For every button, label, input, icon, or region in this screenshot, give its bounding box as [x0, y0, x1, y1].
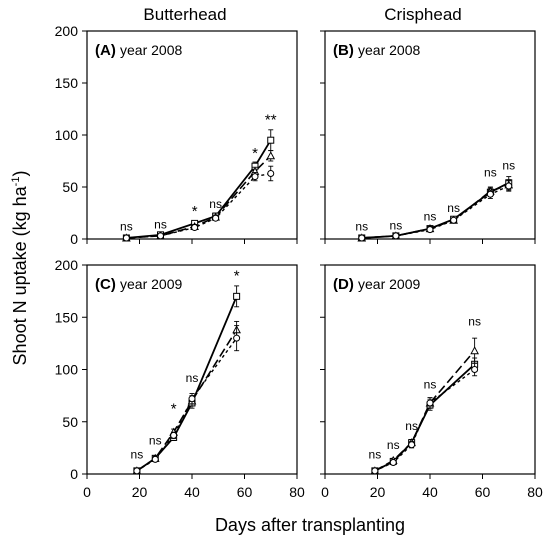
x-tick-label: 40 — [422, 484, 438, 500]
significance-label: ns — [424, 209, 437, 223]
marker-circle — [389, 459, 397, 467]
column-title-butterhead: Butterhead — [143, 5, 226, 24]
significance-label: * — [171, 400, 177, 417]
marker-circle — [170, 431, 178, 439]
marker-circle — [212, 214, 220, 222]
significance-label: ns — [502, 158, 515, 172]
significance-label: ns — [387, 438, 400, 452]
significance-label: ns — [468, 315, 481, 329]
marker-circle — [392, 232, 400, 240]
significance-label: ns — [131, 447, 144, 461]
plot-frame — [324, 264, 536, 475]
marker-circle — [426, 226, 434, 234]
plot-frame — [86, 264, 298, 475]
x-axis-label: Days after transplanting — [215, 515, 405, 535]
marker-circle — [191, 224, 199, 232]
significance-label: ns — [149, 434, 162, 448]
marker-circle — [267, 169, 275, 177]
y-tick-label: 50 — [62, 414, 78, 430]
y-tick-label: 200 — [55, 257, 79, 273]
series-line-2 — [374, 368, 476, 472]
plot-frame — [324, 30, 536, 240]
marker-circle — [251, 173, 259, 181]
y-tick-label: 100 — [55, 362, 79, 378]
x-tick-label: 60 — [475, 484, 491, 500]
y-tick-label: 0 — [70, 466, 78, 482]
x-tick-label: 40 — [184, 484, 200, 500]
y-tick-label: 0 — [70, 231, 78, 247]
panel-label: (A) year 2008 — [95, 42, 182, 59]
x-tick-label: 20 — [370, 484, 386, 500]
marker-circle — [505, 182, 513, 190]
marker-circle — [157, 232, 164, 240]
series-line-0 — [126, 139, 272, 239]
x-tick-label: 60 — [237, 484, 253, 500]
significance-label: ns — [355, 220, 368, 234]
panel-label: (C) year 2009 — [95, 276, 182, 293]
series-line-2 — [126, 172, 271, 239]
series-line-1 — [374, 350, 476, 472]
x-tick-label: 20 — [132, 484, 148, 500]
marker-circle — [358, 234, 366, 242]
x-tick-label: 0 — [83, 484, 91, 500]
marker-circle — [450, 216, 458, 224]
series-line-2 — [136, 337, 238, 472]
significance-label: * — [192, 203, 198, 220]
y-tick-label: 150 — [55, 75, 79, 91]
panel-label: (D) year 2009 — [333, 276, 420, 293]
x-tick-label: 0 — [321, 484, 329, 500]
significance-label: ns — [154, 218, 167, 232]
series-line-1 — [136, 329, 238, 472]
significance-label: ns — [209, 197, 222, 211]
y-tick-label: 50 — [62, 179, 78, 195]
significance-label: ns — [424, 377, 437, 391]
significance-label: ns — [484, 166, 497, 180]
significance-label: ns — [120, 220, 133, 234]
x-tick-label: 80 — [527, 484, 543, 500]
y-tick-label: 200 — [55, 23, 79, 39]
significance-label: ns — [405, 419, 418, 433]
marker-triangle — [470, 346, 479, 355]
significance-label: ns — [447, 201, 460, 215]
marker-circle — [426, 399, 434, 407]
significance-label: * — [252, 145, 258, 162]
panel-label: (B) year 2008 — [333, 42, 420, 59]
marker-circle — [408, 441, 416, 449]
marker-circle — [133, 467, 141, 475]
y-tick-label: 150 — [55, 309, 79, 325]
significance-label: * — [234, 268, 240, 285]
y-tick-label: 100 — [55, 127, 79, 143]
marker-circle — [188, 395, 196, 403]
x-tick-label: 80 — [289, 484, 305, 500]
marker-square — [267, 136, 275, 144]
significance-label: ns — [186, 371, 199, 385]
marker-circle — [151, 455, 159, 463]
significance-label: ** — [265, 112, 277, 129]
marker-circle — [371, 467, 379, 475]
marker-circle — [486, 190, 494, 198]
significance-label: ns — [369, 447, 382, 461]
marker-square — [233, 292, 241, 300]
marker-circle — [122, 234, 130, 242]
marker-circle — [233, 334, 241, 342]
marker-triangle — [266, 151, 276, 160]
column-title-crisphead: Crisphead — [384, 5, 462, 24]
significance-label: ns — [390, 219, 403, 233]
y-axis-label: Shoot N uptake (kg ha-1) — [10, 171, 30, 366]
marker-circle — [471, 366, 479, 373]
